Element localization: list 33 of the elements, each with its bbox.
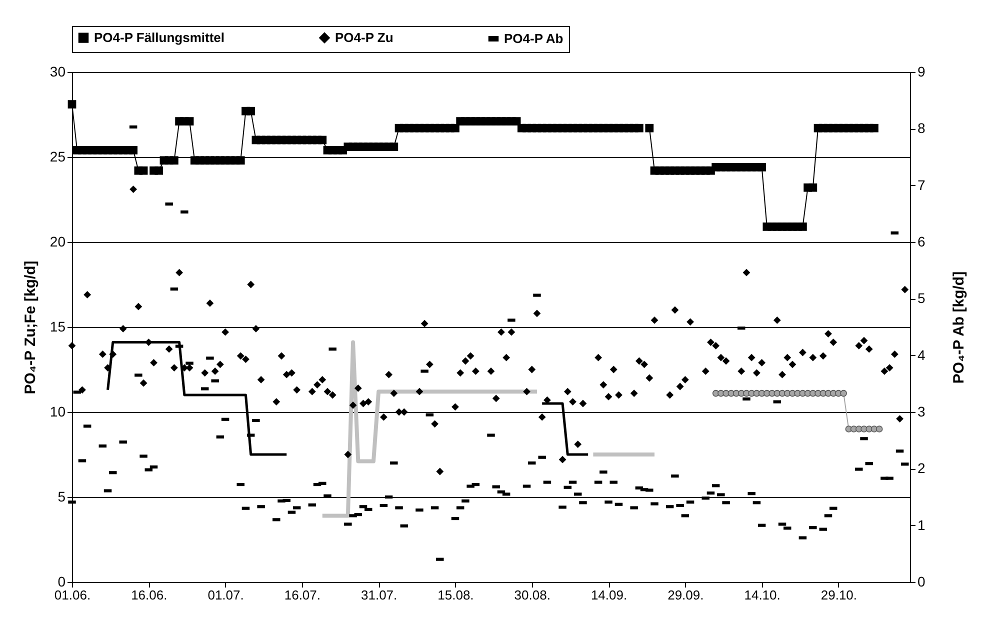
y-tick-label: 0 — [58, 574, 66, 590]
legend-label: PO4-P Fällungsmittel — [94, 30, 225, 45]
x-tick-label: 16.07. — [284, 588, 321, 602]
x-tick-label: 30.08. — [514, 588, 550, 602]
y-tick-label: 30 — [50, 64, 66, 80]
legend-label: PO4-P Zu — [335, 30, 394, 45]
y-tick-label: 20 — [50, 234, 66, 250]
legend-label: PO4-P Ab — [504, 30, 564, 46]
x-tick-label: 01.06. — [54, 588, 91, 602]
y2-tick-label: 3 — [918, 404, 926, 420]
y-tick-label: 25 — [50, 148, 66, 164]
x-tick-label: 29.09. — [668, 588, 704, 602]
y2-tick-label: 4 — [918, 346, 926, 363]
x-tick-label: 14.09. — [590, 588, 628, 602]
y-tick-label: 5 — [58, 488, 66, 504]
y-tick-label: 10 — [50, 404, 66, 420]
y2-tick-label: 0 — [918, 574, 926, 590]
y2-axis-title: PO₄-P Ab [kg/d] — [950, 271, 968, 384]
y2-tick-label: 6 — [918, 234, 926, 250]
x-tick-label: 01.07. — [208, 588, 244, 602]
y2-tick-label: 1 — [918, 516, 926, 533]
y2-tick-label: 7 — [918, 176, 926, 193]
x-tick-label: 29.10. — [820, 588, 858, 602]
y2-tick-label: 5 — [918, 290, 926, 306]
x-tick-label: 31.07. — [361, 588, 398, 602]
y-axis-title: PO₄-P Zu;Fe [kg/d] — [22, 260, 39, 394]
y2-tick-label: 8 — [918, 120, 926, 136]
y2-tick-label: 2 — [918, 460, 926, 476]
x-tick-label: 15.08. — [438, 588, 474, 602]
x-tick-label: 16.06. — [131, 588, 168, 602]
y-tick-label: 15 — [50, 318, 66, 334]
y2-tick-label: 9 — [918, 64, 926, 80]
x-tick-label: 14.10. — [744, 588, 780, 602]
